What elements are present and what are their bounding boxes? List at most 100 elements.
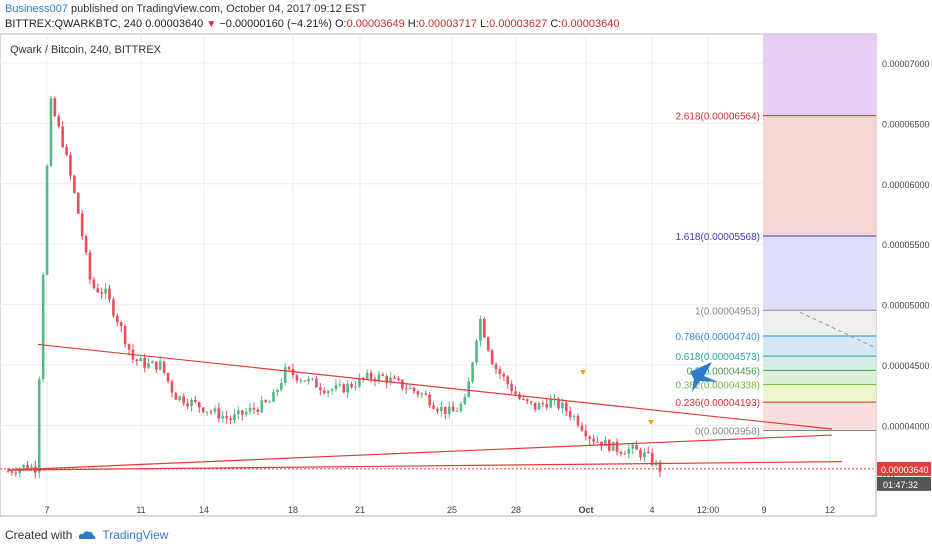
trendline-support <box>7 461 843 471</box>
trendlines[interactable] <box>0 343 876 471</box>
candle-body <box>557 398 560 409</box>
symbol-label: BITTREX:QWARKBTC, 240 <box>5 18 143 30</box>
candle-body <box>393 377 396 379</box>
candle-body <box>475 340 478 363</box>
candle-body <box>209 411 213 413</box>
time-axis[interactable]: 7 11 14 18 21 25 28 Oct 4 12:00 9 12 <box>0 505 876 517</box>
candle-body <box>490 350 494 365</box>
candle-body <box>592 439 595 442</box>
fib-zone <box>763 115 876 236</box>
close-label: C: <box>550 18 562 30</box>
fib-level-label: 0.236(0.00004193) <box>675 398 760 409</box>
candle-body <box>334 384 338 390</box>
candle-body <box>658 461 662 472</box>
candle-body <box>147 363 150 368</box>
candle-body <box>155 361 158 370</box>
candle-body <box>45 165 49 275</box>
candle-body <box>522 398 525 400</box>
candle-body <box>447 406 451 415</box>
candle-body <box>201 407 205 413</box>
candle-body <box>80 213 84 237</box>
candle-body <box>596 441 599 443</box>
candle-body <box>61 126 64 147</box>
candle-body <box>311 378 314 380</box>
candle-body <box>119 322 123 326</box>
candle-body <box>510 383 513 392</box>
candle-body <box>22 464 25 469</box>
candle-body <box>92 279 96 289</box>
candle-body <box>635 444 638 450</box>
candle-body <box>53 98 57 117</box>
candle-body <box>186 403 189 407</box>
candle-body <box>502 373 506 377</box>
fib-extension[interactable]: 2.618(0.00006564) 1.618(0.00005568) 1(0.00… <box>675 34 877 437</box>
candle-body <box>112 299 115 316</box>
candle-body <box>584 430 588 437</box>
open-value: 0.00003649 <box>346 18 405 30</box>
countdown-badge <box>877 476 931 491</box>
candle-body <box>330 389 334 391</box>
high-label: H: <box>407 18 419 30</box>
candle-body <box>287 367 291 370</box>
candle-body <box>322 390 326 394</box>
candle-body <box>541 403 545 405</box>
candle-body <box>221 416 225 419</box>
x-tick-label: 9 <box>761 505 766 515</box>
candle-body <box>381 374 385 376</box>
candle-body <box>260 400 264 413</box>
candle-body <box>174 392 178 400</box>
candle-body <box>73 175 76 193</box>
candle-body <box>623 453 627 455</box>
y-tick-label: 0.00006500 <box>882 119 930 129</box>
candle-body <box>600 441 603 447</box>
candle-body <box>604 439 607 447</box>
candle-body <box>276 389 279 393</box>
candle-body <box>127 344 131 350</box>
candle-body <box>326 390 330 394</box>
candle-body <box>498 369 502 374</box>
price-change: −0.00000160 (−4.21%) <box>219 18 332 30</box>
candle-body <box>486 337 490 351</box>
candle-body <box>576 416 580 426</box>
candle-body <box>564 402 568 412</box>
candle-body <box>561 402 564 409</box>
candle-body <box>319 387 322 391</box>
candle-body <box>76 192 80 214</box>
footer: Created with TradingView <box>5 528 168 542</box>
candle-body <box>346 383 349 393</box>
candle-body <box>401 379 404 389</box>
candle-body <box>14 472 18 474</box>
candle-body <box>436 408 439 412</box>
candle-body <box>420 393 424 395</box>
candle-body <box>424 393 428 395</box>
plot-area[interactable] <box>0 33 877 517</box>
candle-body <box>631 444 634 449</box>
candle-body <box>412 387 416 392</box>
symbol-info: BITTREX:QWARKBTC, 240 0.00003640 ▼ −0.00… <box>5 18 619 30</box>
candlestick-series <box>6 95 662 479</box>
candle-body <box>354 386 357 388</box>
candle-body <box>568 411 572 418</box>
high-value: 0.00003717 <box>418 18 477 30</box>
tradingview-link[interactable]: TradingView <box>102 528 169 542</box>
candle-body <box>342 384 346 393</box>
candle-body <box>205 411 209 413</box>
candle-body <box>533 402 537 410</box>
x-tick-label: 4 <box>649 505 654 515</box>
candle-body <box>404 388 408 390</box>
published-text: published on TradingView.com, October 04… <box>68 3 367 15</box>
fib-level-label: 1.618(0.00005568) <box>675 232 760 243</box>
fib-zone <box>763 235 876 311</box>
fib-zone <box>763 34 876 116</box>
candle-body <box>416 391 420 395</box>
candle-body <box>213 408 217 412</box>
price-axis[interactable]: 0.00007000 0.00006500 0.00006000 0.00005500… <box>877 59 931 491</box>
candle-body <box>283 367 287 383</box>
x-tick-label: 7 <box>44 505 49 515</box>
author-link[interactable]: Business007 <box>5 3 68 15</box>
candle-body <box>244 411 248 415</box>
y-tick-label: 0.00007000 <box>882 59 930 69</box>
candle-body <box>471 362 474 382</box>
